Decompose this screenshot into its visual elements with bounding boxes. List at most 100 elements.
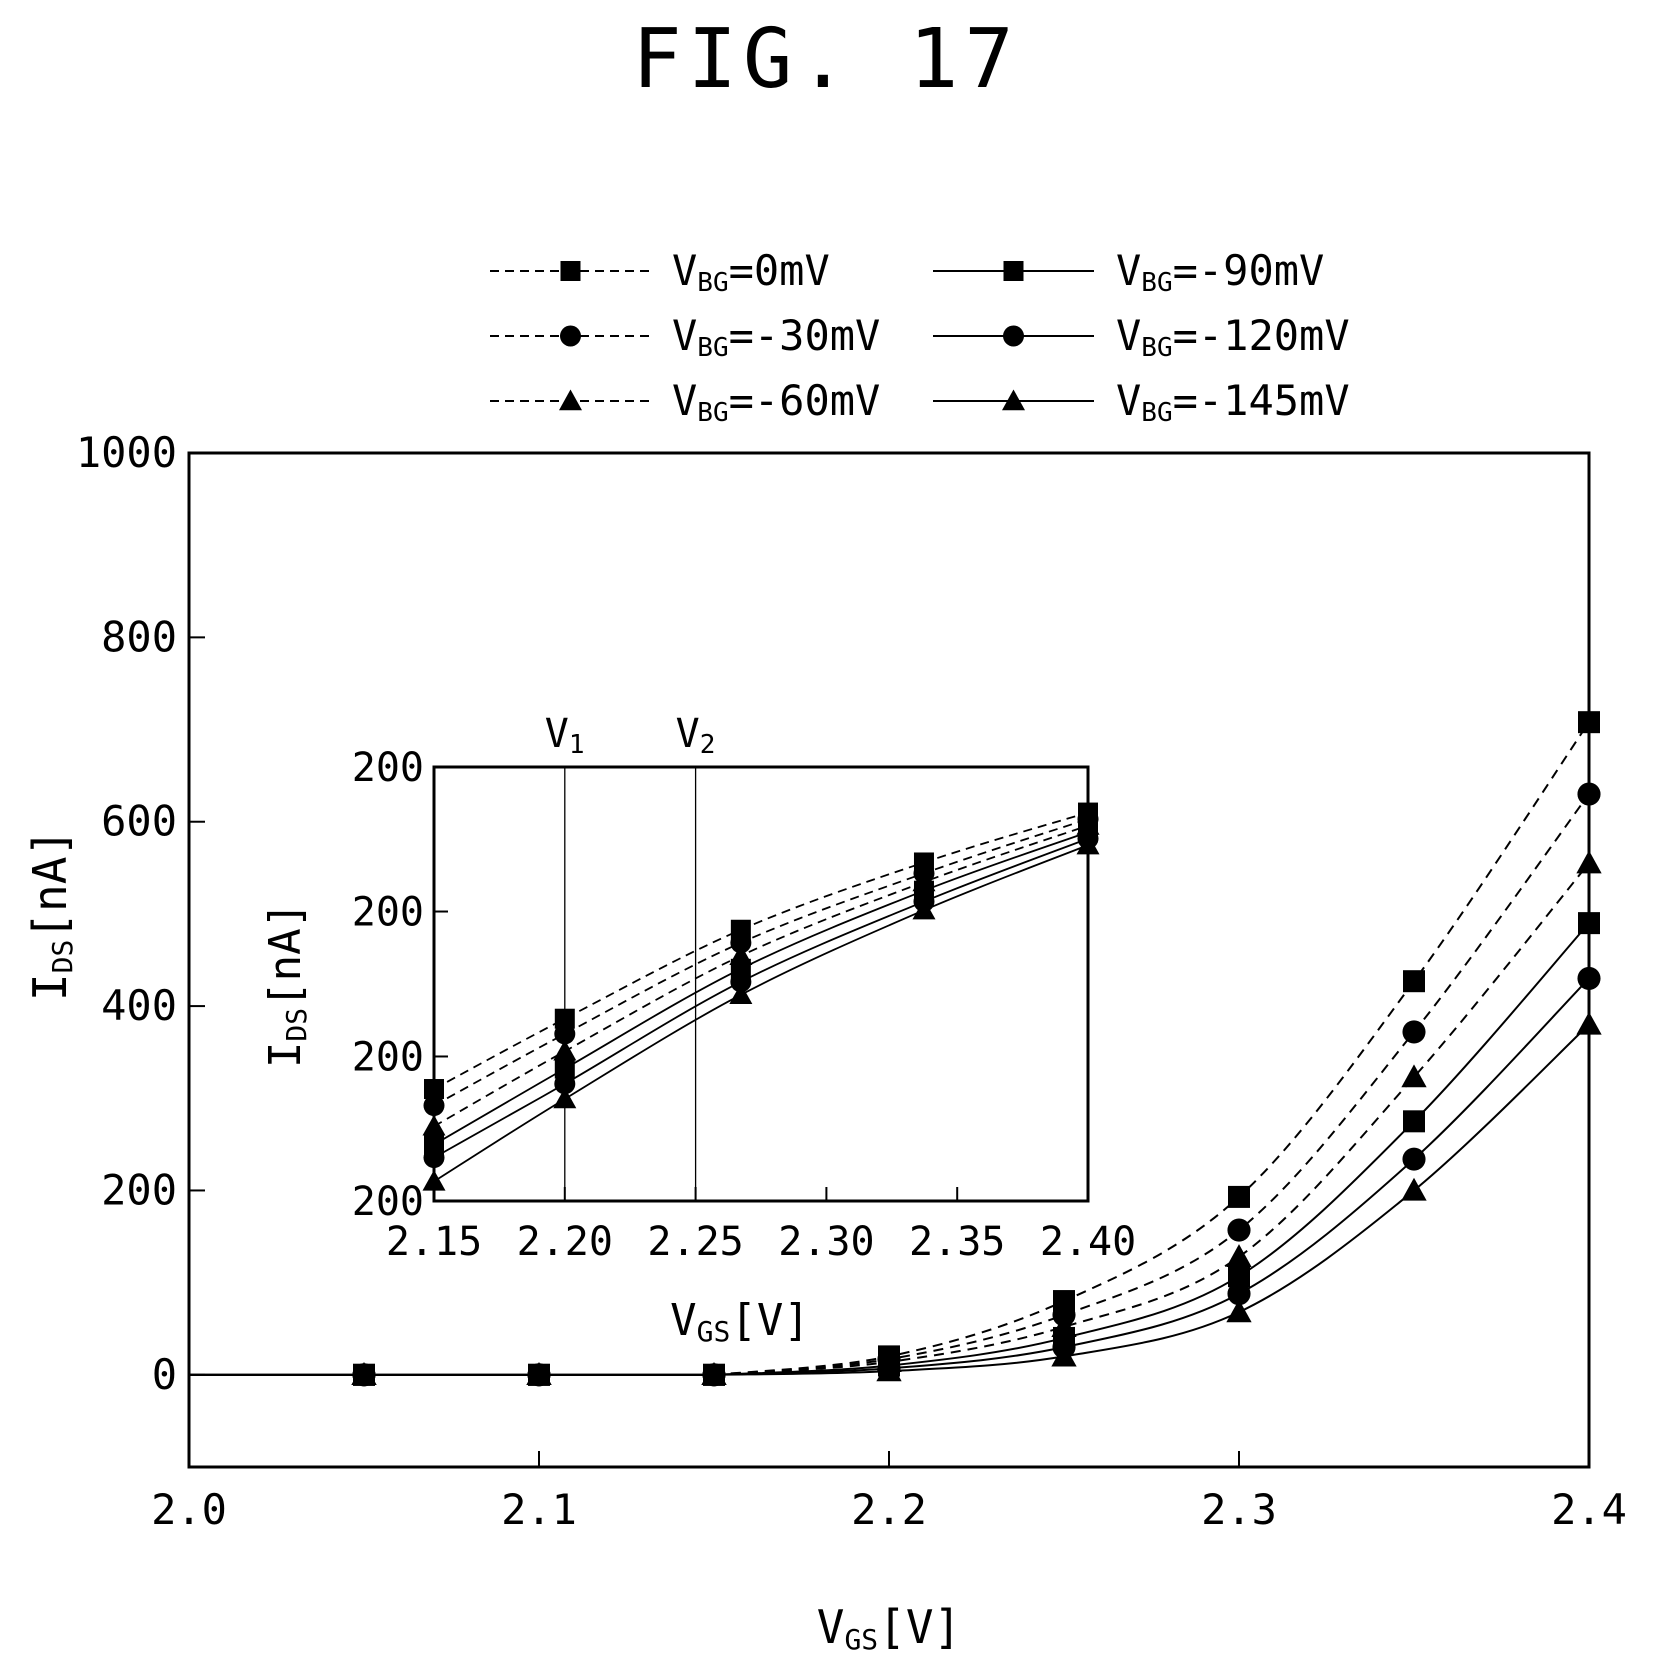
- inset-series-line: [422, 833, 1100, 1191]
- data-point-circle: [1577, 782, 1601, 806]
- inset-y-axis-label-sub: DS: [280, 1008, 313, 1042]
- y-tick-label: 600: [101, 797, 177, 846]
- series-curve: [713, 1023, 1590, 1376]
- y-axis-label-rest: [nA]: [23, 829, 77, 940]
- data-point-square: [1228, 1185, 1250, 1208]
- legend-label-main: V: [1116, 311, 1141, 360]
- data-point-triangle: [701, 1362, 727, 1385]
- inset-data-point-circle: [423, 1147, 445, 1169]
- y-axis-label-main: I: [23, 973, 77, 1001]
- data-point-triangle: [526, 1362, 552, 1385]
- legend-label-main: V: [1116, 376, 1141, 425]
- data-point-square: [1228, 1265, 1250, 1288]
- legend-label-main: V: [672, 376, 697, 425]
- inset-x-axis-label: VGS[V]: [670, 1295, 810, 1348]
- inset-x-tick-label: 2.25: [647, 1219, 743, 1265]
- y-axis-label-sub: DS: [46, 940, 79, 974]
- y-tick-label: 1000: [76, 428, 177, 477]
- inset-data-point-circle: [423, 1095, 445, 1117]
- inset-data-point-triangle: [1076, 833, 1100, 855]
- series-curve: [713, 977, 1590, 1376]
- inset-data-point-square: [554, 1008, 575, 1029]
- inset-y-tick-label: 200: [352, 1179, 424, 1225]
- x-axis-label-rest: [V]: [878, 1600, 961, 1654]
- legend-marker-circle: [1003, 325, 1024, 347]
- inset-data-point-square: [424, 1079, 444, 1100]
- data-point-triangle: [351, 1362, 377, 1385]
- inset-data-point-circle: [554, 1073, 576, 1095]
- x-tick-label: 2.3: [1201, 1485, 1277, 1534]
- legend-label-sub: BG: [1141, 268, 1172, 298]
- inset-x-axis-label-sub: GS: [697, 1315, 731, 1348]
- series-curve: [713, 862, 1590, 1376]
- data-point-square: [1403, 1110, 1425, 1133]
- inset-series-line: [423, 828, 1099, 1169]
- legend-label-sub: BG: [1141, 398, 1172, 428]
- legend-label-rest: =-30mV: [729, 311, 881, 360]
- figure-title: FIG. 17: [632, 12, 1020, 107]
- legend-label-rest: =-145mV: [1173, 376, 1350, 425]
- legend-label-rest: =-120mV: [1173, 311, 1350, 360]
- inset-data-point-triangle: [422, 1114, 446, 1136]
- legend-label-sub: BG: [1141, 333, 1172, 363]
- data-point-triangle: [1401, 1177, 1427, 1201]
- data-point-triangle: [1226, 1299, 1252, 1323]
- legend-marker-square: [1003, 261, 1024, 281]
- inset-vline-label-sub: 1: [569, 730, 585, 760]
- inset-data-point-circle: [730, 932, 752, 954]
- data-point-triangle: [876, 1358, 902, 1382]
- legend-marker-circle: [560, 325, 581, 347]
- inset-y-tick-label: 200: [352, 745, 424, 791]
- inset-data-point-circle: [730, 971, 752, 993]
- inset-y-axis-label: IDS[nA]: [260, 902, 313, 1068]
- data-point-triangle: [1401, 1064, 1427, 1088]
- inset-vline-label-main: V: [676, 711, 700, 757]
- inset-data-point-circle: [554, 1023, 576, 1045]
- legend-label: VBG=0mV: [672, 246, 830, 298]
- x-axis-label-main: V: [817, 1600, 845, 1654]
- legend-label-rest: =-90mV: [1173, 246, 1325, 295]
- legend-label: VBG=-90mV: [1116, 246, 1324, 298]
- x-axis-label-sub: GS: [844, 1623, 878, 1656]
- data-point-circle: [1227, 1282, 1251, 1306]
- inset-x-tick-label: 2.35: [909, 1219, 1005, 1265]
- inset-vline-label: V2: [676, 711, 716, 760]
- legend-label: VBG=-145mV: [1116, 376, 1350, 428]
- inset-y-axis-label-rest: [nA]: [260, 902, 311, 1008]
- inset-x-tick-label: 2.40: [1040, 1219, 1136, 1265]
- data-point-triangle: [1576, 1011, 1602, 1035]
- legend: VBG=0mVVBG=-30mVVBG=-60mVVBG=-90mVVBG=-1…: [490, 246, 1350, 428]
- inset-x-tick-label: 2.15: [386, 1219, 482, 1265]
- legend-label-sub: BG: [697, 268, 728, 298]
- inset-data-point-triangle: [912, 898, 936, 920]
- legend-label-rest: =-60mV: [729, 376, 881, 425]
- legend-marker-triangle: [1002, 389, 1025, 411]
- y-tick-label: 400: [101, 981, 177, 1030]
- data-point-square: [1403, 970, 1425, 993]
- data-point-circle: [1227, 1218, 1251, 1242]
- inset-data-point-triangle: [553, 1087, 577, 1109]
- y-tick-label: 800: [101, 612, 177, 661]
- series-line: [189, 1011, 1602, 1385]
- inset-vline-label-sub: 2: [700, 730, 716, 760]
- inset-vline-label: V1: [545, 711, 585, 760]
- data-point-triangle: [1226, 1244, 1252, 1267]
- legend-marker-square: [560, 261, 581, 281]
- legend-label: VBG=-120mV: [1116, 311, 1350, 363]
- x-tick-label: 2.4: [1551, 1485, 1627, 1534]
- y-axis-label: IDS[nA]: [23, 829, 79, 1001]
- legend-label-main: V: [672, 246, 697, 295]
- x-tick-label: 2.2: [851, 1485, 927, 1534]
- inset-data-point-square: [554, 1058, 575, 1079]
- x-tick-label: 2.1: [501, 1485, 577, 1534]
- x-axis-label: VGS[V]: [817, 1600, 962, 1656]
- y-tick-label: 0: [152, 1350, 177, 1399]
- inset-x-axis-label-main: V: [670, 1295, 697, 1346]
- data-point-circle: [1402, 1147, 1426, 1171]
- y-tick-label: 200: [101, 1165, 177, 1214]
- data-point-circle: [1402, 1020, 1426, 1044]
- legend-label-rest: =0mV: [729, 246, 830, 295]
- legend-label: VBG=-60mV: [672, 376, 880, 428]
- legend-label: VBG=-30mV: [672, 311, 880, 363]
